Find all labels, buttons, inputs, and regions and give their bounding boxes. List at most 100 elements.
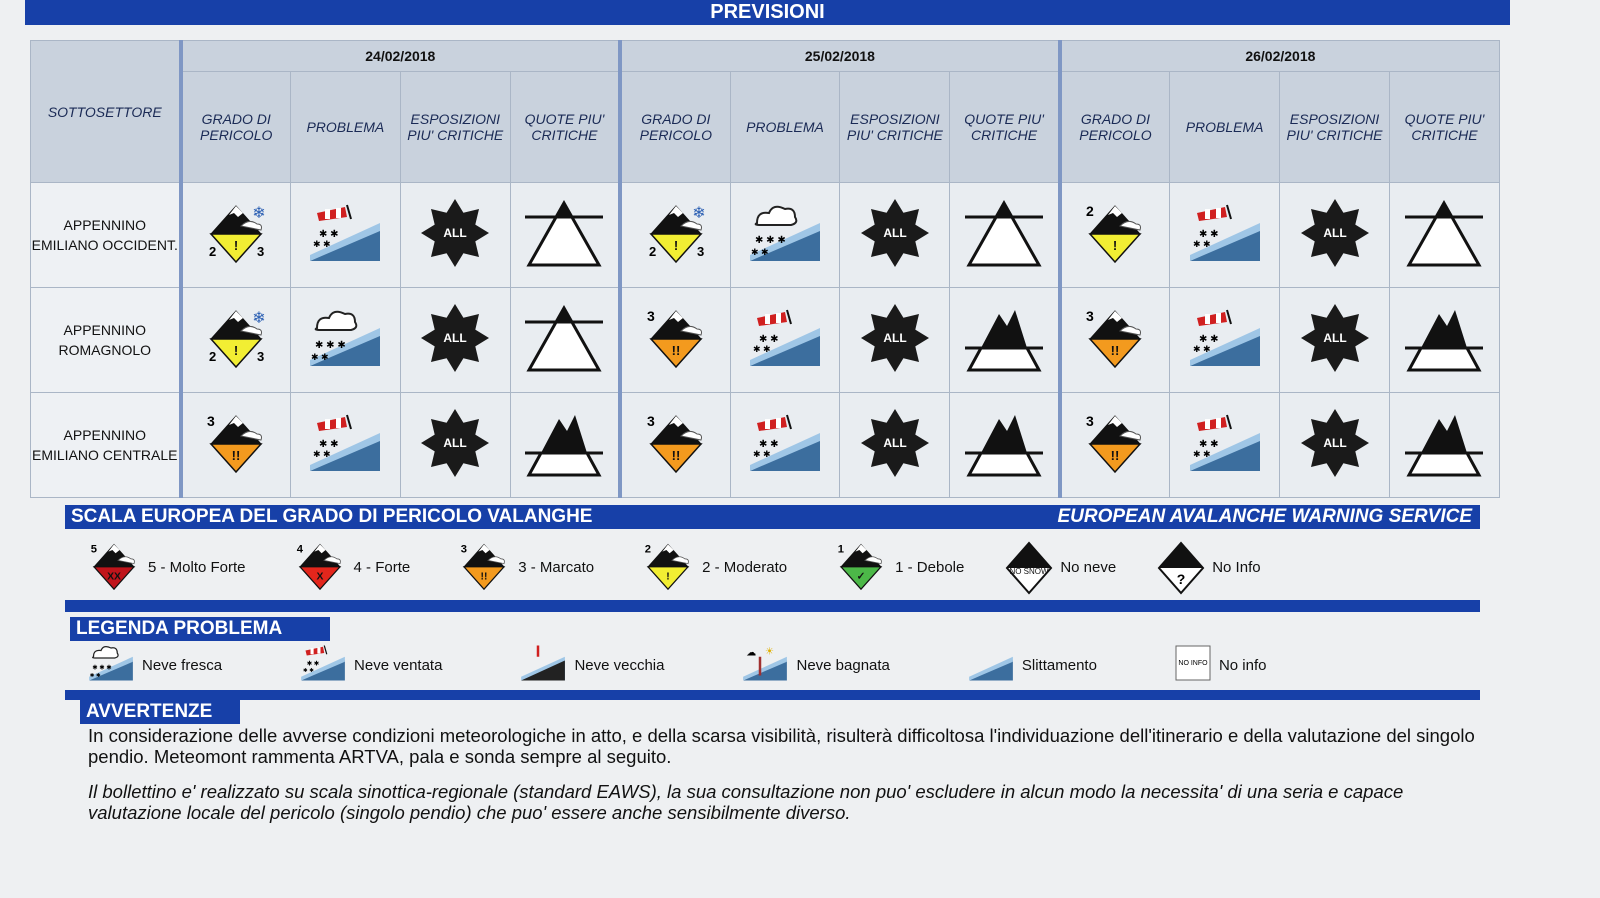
altitude-below-icon (1388, 392, 1501, 498)
altitude-above-icon (509, 287, 621, 393)
svg-text:❄: ❄ (692, 205, 705, 222)
danger-level-from: 2 (649, 244, 656, 259)
warnings-header: AVVERTENZE (80, 700, 240, 724)
danger-level-icon: ! 2 (1057, 182, 1171, 288)
column-header: QUOTE PIU' CRITICHE (949, 71, 1061, 183)
svg-text:❄: ❄ (253, 310, 266, 327)
altitude-below-icon (509, 392, 621, 498)
svg-text:☁: ☁ (747, 648, 757, 659)
danger-scale-item: ✓ 1 1 - Debole (827, 538, 964, 598)
sector-column-header: SOTTOSETTORE (30, 40, 181, 183)
svg-text:✓: ✓ (857, 571, 866, 582)
column-header: PROBLEMA (729, 71, 841, 183)
danger-level-icon: !! 3 (178, 392, 291, 498)
svg-text:✱ ✱: ✱ ✱ (753, 449, 771, 459)
column-header: GRADO DI PERICOLO (1057, 71, 1171, 183)
no-info-icon: ? (1157, 540, 1205, 595)
column-header: ESPOSIZIONI PIU' CRITICHE (399, 71, 511, 183)
danger-level: 2 (645, 543, 651, 555)
slittamento-icon (966, 643, 1016, 687)
danger-level-icon: !! 3 (1057, 287, 1171, 393)
svg-text:!: ! (234, 343, 238, 358)
altitude-above-icon (509, 182, 621, 288)
no-info-item: ? No Info (1156, 540, 1261, 596)
exposure-all-icon: ALL (1279, 182, 1390, 288)
svg-text:✱ ✱: ✱ ✱ (1199, 229, 1219, 240)
section-header-previsioni: PREVISIONI (25, 0, 1510, 25)
exposure-all-icon: ALL (1279, 392, 1390, 498)
danger-scale-item: XX 5 5 - Molto Forte (80, 538, 246, 598)
svg-text:X: X (316, 571, 323, 582)
svg-text:✱ ✱: ✱ ✱ (90, 672, 101, 679)
problem-legend-label: Neve vecchia (574, 656, 665, 674)
no-snow-label: No neve (1060, 559, 1117, 576)
exposure-label: ALL (883, 436, 906, 450)
svg-text:✱ ✱: ✱ ✱ (1193, 344, 1211, 354)
svg-text:✱ ✱ ✱: ✱ ✱ ✱ (315, 340, 346, 351)
danger-scale-header: SCALA EUROPEA DEL GRADO DI PERICOLO VALA… (65, 505, 1480, 529)
date-header: 24/02/2018 (178, 40, 621, 72)
problem-legend-label: Neve fresca (142, 656, 223, 674)
warnings-title: AVVERTENZE (86, 701, 213, 722)
problem-legend-item: NO INFO No info (1167, 643, 1266, 687)
danger-level: 3 (647, 308, 655, 324)
danger-level: 5 (91, 543, 97, 555)
neve-fresca-icon: ✱ ✱ ✱ ✱ ✱ (86, 643, 136, 687)
svg-text:✱ ✱: ✱ ✱ (307, 661, 319, 668)
svg-text:?: ? (1177, 571, 1186, 587)
neve-ventata-icon: ✱ ✱ ✱ ✱ (729, 392, 841, 498)
svg-text:!!: !! (671, 448, 680, 463)
svg-text:✱ ✱: ✱ ✱ (1193, 239, 1211, 249)
svg-text:!!: !! (1111, 343, 1120, 358)
eaws-label: EUROPEAN AVALANCHE WARNING SERVICE (1057, 506, 1472, 527)
svg-text:✱ ✱: ✱ ✱ (313, 239, 331, 249)
svg-text:✱ ✱: ✱ ✱ (751, 247, 769, 257)
neve-ventata-icon: ✱ ✱ ✱ ✱ (1169, 287, 1281, 393)
exposure-label: ALL (1323, 331, 1346, 345)
danger-level: 3 (461, 543, 467, 555)
altitude-above-icon (949, 182, 1061, 288)
problem-legend-item: ☁ ☀ Neve bagnata (734, 643, 890, 687)
problem-legend-item: ✱ ✱ ✱ ✱ ✱ Neve fresca (80, 643, 222, 687)
column-header: ESPOSIZIONI PIU' CRITICHE (839, 71, 951, 183)
danger-level: 3 (647, 413, 655, 429)
danger-scale-label: 2 - Moderato (702, 559, 788, 576)
separator-band (65, 600, 1480, 612)
exposure-label: ALL (1323, 226, 1346, 240)
danger-level-icon: !! 3 (618, 287, 731, 393)
neve-ventata-icon: ✱ ✱ ✱ ✱ (289, 392, 401, 498)
svg-text:!!: !! (481, 571, 488, 582)
svg-text:✱ ✱: ✱ ✱ (1199, 334, 1219, 345)
danger-3-icon: !! 3 (456, 538, 512, 598)
exposure-all-icon: ALL (839, 287, 951, 393)
exposure-all-icon: ALL (399, 287, 511, 393)
problem-legend-title: LEGENDA PROBLEMA (76, 618, 283, 639)
neve-ventata-icon: ✱ ✱ ✱ ✱ (1169, 392, 1281, 498)
svg-text:XX: XX (107, 571, 121, 582)
column-header: GRADO DI PERICOLO (618, 71, 731, 183)
svg-text:✱ ✱: ✱ ✱ (311, 352, 329, 362)
exposure-label: ALL (1323, 436, 1346, 450)
column-header: GRADO DI PERICOLO (178, 71, 291, 183)
no-info-label: No Info (1212, 559, 1261, 576)
exposure-all-icon: ALL (839, 182, 951, 288)
svg-text:!: ! (674, 238, 678, 253)
table-row: APPENNINO ROMAGNOLO! ❄ 2 3 ✱ ✱ ✱ ✱ ✱ ALL!! 3 ✱ ✱… (30, 287, 1501, 393)
svg-text:❄: ❄ (253, 205, 266, 222)
danger-level-icon: !! 3 (618, 392, 731, 498)
danger-5-icon: XX 5 (86, 538, 142, 598)
date-header: 26/02/2018 (1057, 40, 1500, 72)
date-header-row: SOTTOSETTORE 24/02/2018 25/02/2018 26/02/20… (30, 40, 1500, 183)
svg-text:NO SNOW: NO SNOW (1010, 567, 1050, 576)
danger-level-icon: !! 3 (1057, 392, 1171, 498)
svg-text:✱ ✱: ✱ ✱ (319, 439, 339, 450)
warnings-text: In considerazione delle avverse condizio… (88, 725, 1478, 837)
neve-vecchia-icon (518, 643, 568, 687)
svg-text:NO INFO: NO INFO (1178, 660, 1208, 667)
problem-legend-item: Slittamento (960, 643, 1097, 687)
exposure-label: ALL (444, 331, 467, 345)
danger-level: 1 (838, 543, 844, 555)
danger-level: 3 (207, 413, 215, 429)
column-header: QUOTE PIU' CRITICHE (1388, 71, 1501, 183)
